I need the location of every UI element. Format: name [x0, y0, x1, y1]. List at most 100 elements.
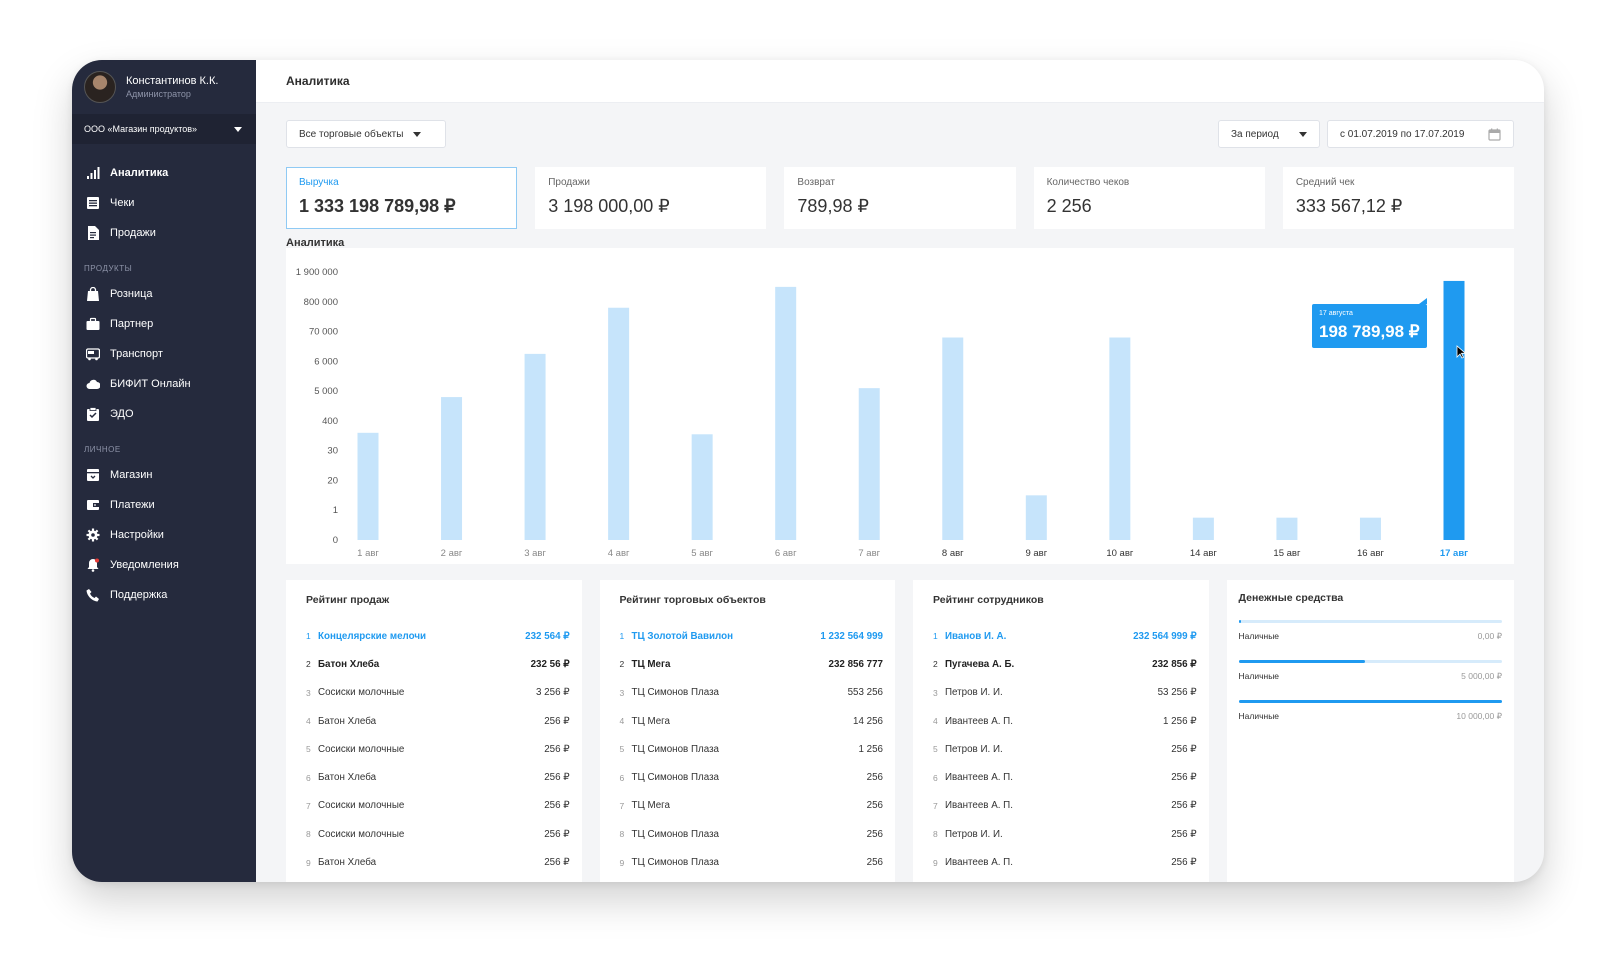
rating-row[interactable]: 2 Пугачева А. Б. 232 856 ₽: [933, 650, 1197, 678]
row-value: 256 ₽: [544, 800, 570, 812]
rating-row[interactable]: 6 Батон Хлеба 256 ₽: [306, 763, 570, 791]
sidebar-item-partner[interactable]: Партнер: [72, 309, 256, 339]
chart-bar[interactable]: [942, 337, 964, 540]
row-value: 3 256 ₽: [536, 687, 570, 699]
row-rank: 3: [306, 687, 311, 698]
bar-chart-icon: [87, 167, 100, 179]
chart-bar[interactable]: [1359, 517, 1381, 540]
rating-row[interactable]: 5 Сосиски молочные 256 ₽: [306, 735, 570, 763]
row-rank: 7: [306, 800, 311, 811]
row-name: Концелярские мелочи: [318, 630, 427, 642]
rating-row[interactable]: 7 Ивантеев А. П. 256 ₽: [933, 792, 1197, 820]
sidebar-item-settings[interactable]: Настройки: [72, 520, 256, 550]
objects-select[interactable]: Все торговые объекты: [286, 120, 446, 148]
chart-bar[interactable]: [524, 353, 546, 540]
rating-row[interactable]: 8 Сосиски молочные 256 ₽: [306, 820, 570, 848]
calendar-icon[interactable]: [1488, 128, 1501, 141]
rating-row[interactable]: 4 Ивантеев А. П. 1 256 ₽: [933, 707, 1197, 735]
row-value: 256 ₽: [544, 857, 570, 869]
chart-bar[interactable]: [357, 432, 379, 540]
chart-bar[interactable]: [1443, 280, 1465, 540]
page-title: Аналитика: [256, 60, 1544, 102]
rating-row[interactable]: 5 Петров И. И. 256 ₽: [933, 735, 1197, 763]
row-rank: 4: [306, 716, 311, 727]
sidebar-item-retail[interactable]: Розница: [72, 279, 256, 309]
rating-row[interactable]: 3 ТЦ Симонов Плаза 553 256: [620, 679, 884, 707]
chevron-down-icon: [1299, 131, 1307, 137]
row-name: Батон Хлеба: [318, 715, 377, 727]
row-rank: 1: [933, 631, 938, 642]
chart-bar[interactable]: [1025, 495, 1047, 540]
cursor-icon: [1456, 345, 1466, 359]
row-rank: 8: [619, 829, 625, 840]
rating-row[interactable]: 6 ТЦ Симонов Плаза 256: [620, 763, 884, 791]
sidebar-item-bifit-online[interactable]: БИФИТ Онлайн: [72, 369, 256, 399]
user-profile[interactable]: Константинов К.К. Администратор: [72, 60, 256, 114]
rating-row[interactable]: 1 Иванов И. А. 232 564 999 ₽: [933, 622, 1197, 650]
kpi-average-receipt[interactable]: Средний чек 333 567,12 ₽: [1282, 167, 1515, 229]
rating-row[interactable]: 8 Петров И. И. 256 ₽: [933, 820, 1197, 848]
sidebar-item-payments[interactable]: Платежи: [72, 490, 256, 520]
row-value: 232 56 ₽: [530, 658, 570, 670]
rating-row[interactable]: 9 ТЦ Симонов Плаза 256: [620, 848, 884, 876]
kpi-returns[interactable]: Возврат 789,98 ₽: [784, 167, 1016, 229]
kpi-revenue[interactable]: Выручка 1 333 198 789,98 ₽: [286, 167, 518, 229]
rating-row[interactable]: 7 ТЦ Мега 256: [620, 792, 884, 820]
row-value: 14 256: [853, 715, 883, 727]
period-select-value: За период: [1231, 128, 1279, 140]
date-range-input[interactable]: с 01.07.2019 по 17.07.2019: [1327, 120, 1514, 148]
chart-bar[interactable]: [1192, 517, 1214, 540]
row-rank: 4: [933, 716, 938, 727]
chart-bar[interactable]: [608, 307, 630, 540]
sidebar-item-analytics[interactable]: Аналитика: [72, 158, 256, 188]
rating-row[interactable]: 1 ТЦ Золотой Вавилон 1 232 564 999: [620, 622, 884, 650]
row-value: 256 ₽: [1171, 772, 1197, 784]
chart-bar[interactable]: [775, 286, 797, 540]
sidebar-item-label: Аналитика: [110, 167, 169, 179]
row-rank: 8: [306, 829, 311, 840]
period-select[interactable]: За период: [1218, 120, 1320, 148]
cash-progress-fill: [1238, 660, 1365, 663]
rating-row[interactable]: 4 ТЦ Мега 14 256: [620, 707, 884, 735]
sidebar-item-edo[interactable]: ЭДО: [72, 399, 256, 429]
rating-row[interactable]: 9 Ивантеев А. П. 256 ₽: [933, 848, 1197, 876]
rating-row[interactable]: 6 Ивантеев А. П. 256 ₽: [933, 763, 1197, 791]
sidebar-item-receipts[interactable]: Чеки: [72, 188, 256, 218]
rating-row[interactable]: 2 ТЦ Мега 232 856 777: [620, 650, 884, 678]
gear-icon: [86, 528, 100, 542]
chart-bar[interactable]: [441, 397, 463, 540]
sidebar-item-notifications[interactable]: Уведомления: [72, 550, 256, 580]
row-value: 553 256: [847, 687, 883, 699]
rating-row[interactable]: 3 Сосиски молочные 3 256 ₽: [306, 679, 570, 707]
x-tick-label: 2 авг: [441, 548, 463, 559]
row-name: ТЦ Симонов Плаза: [631, 772, 720, 784]
org-selector[interactable]: ООО «Магазин продуктов»: [72, 114, 256, 144]
row-name: ТЦ Золотой Вавилон: [631, 630, 734, 642]
sidebar-item-store[interactable]: Магазин: [72, 460, 256, 490]
sidebar-item-sales[interactable]: Продажи: [72, 218, 256, 248]
sidebar: Константинов К.К. Администратор ООО «Маг…: [72, 60, 256, 882]
rating-row[interactable]: 2 Батон Хлеба 232 56 ₽: [306, 650, 570, 678]
rating-row[interactable]: 9 Батон Хлеба 256 ₽: [306, 848, 570, 876]
chart-bar[interactable]: [1276, 517, 1298, 540]
chart-bar[interactable]: [1109, 337, 1131, 540]
avatar[interactable]: [84, 71, 116, 103]
row-value: 232 856 777: [828, 658, 883, 670]
x-tick-label: 6 авг: [775, 548, 797, 559]
sidebar-item-support[interactable]: Поддержка: [72, 580, 256, 610]
kpi-receipts-count[interactable]: Количество чеков 2 256: [1033, 167, 1265, 229]
sidebar-item-transport[interactable]: Транспорт: [72, 339, 256, 369]
rating-row[interactable]: 1 Концелярские мелочи 232 564 ₽: [306, 622, 570, 650]
row-rank: 9: [306, 857, 311, 868]
chart-bar[interactable]: [691, 434, 713, 540]
row-value: 232 856 ₽: [1152, 658, 1197, 670]
rating-row[interactable]: 8 ТЦ Симонов Плаза 256: [620, 820, 884, 848]
rating-row[interactable]: 5 ТЦ Симонов Плаза 1 256: [620, 735, 884, 763]
chart-bar[interactable]: [858, 388, 880, 540]
kpi-value: 3 198 000,00 ₽: [548, 196, 670, 216]
kpi-sales[interactable]: Продажи 3 198 000,00 ₽: [535, 167, 767, 229]
user-name: Константинов К.К.: [126, 75, 219, 87]
rating-row[interactable]: 7 Сосиски молочные 256 ₽: [306, 792, 570, 820]
rating-row[interactable]: 4 Батон Хлеба 256 ₽: [306, 707, 570, 735]
rating-row[interactable]: 3 Петров И. И. 53 256 ₽: [933, 679, 1197, 707]
